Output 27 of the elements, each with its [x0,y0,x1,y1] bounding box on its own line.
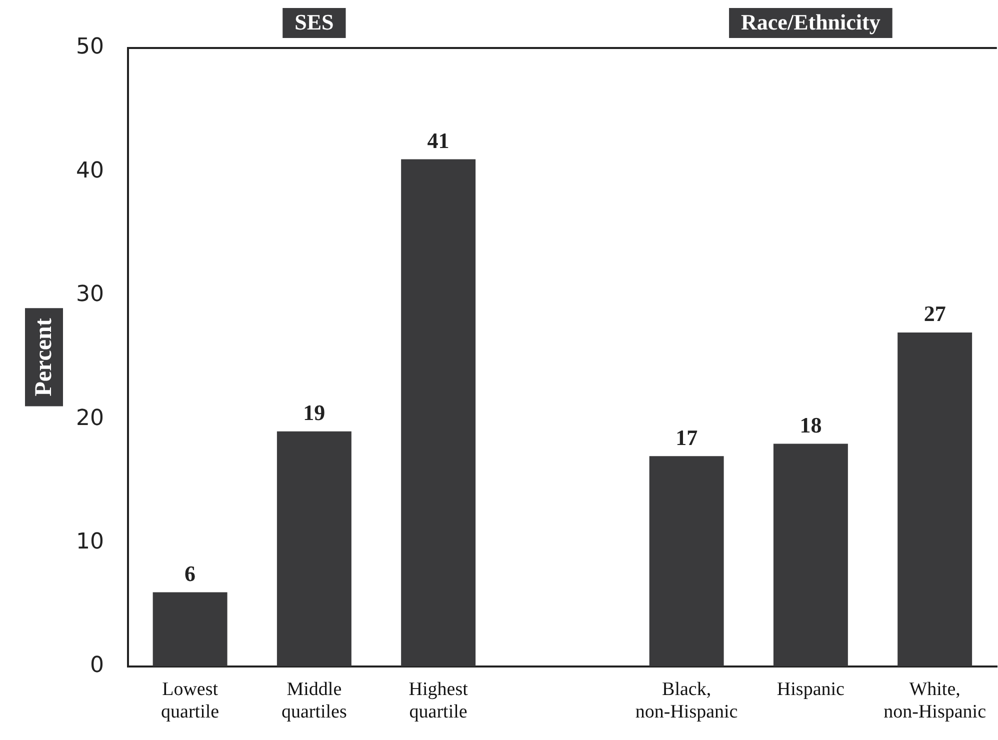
y-tick-label: 30 [76,282,104,308]
y-axis-title: Percent [31,318,58,396]
bar [276,431,352,666]
data-label: 18 [800,412,822,438]
x-tick-label: Hispanic [776,678,844,700]
x-tick-label: Black, non-Hispanic [635,678,738,723]
data-label: 17 [676,424,698,450]
y-tick-label: 40 [76,158,104,184]
bar [401,159,476,666]
bar [649,456,724,666]
text: Race/Ethnicity [741,10,880,35]
x-tick-label: Middle quartiles [281,678,347,723]
bar [898,332,972,666]
data-label: 6 [184,560,196,586]
x-tick-label: Lowest quartile [161,678,220,723]
y-tick-label: 50 [76,34,104,60]
y-tick-label: 10 [76,529,104,554]
x-tick-label: White, non-Hispanic [884,678,986,723]
bar [773,444,848,666]
x-tick-label: Highest quartile [408,678,469,723]
data-label: 41 [427,128,450,153]
text: SES [294,10,334,35]
bar [152,592,228,666]
data-label: 19 [303,400,326,426]
y-tick-label: 0 [90,653,104,678]
y-tick-label: 20 [76,406,104,431]
data-label: 27 [924,301,946,326]
